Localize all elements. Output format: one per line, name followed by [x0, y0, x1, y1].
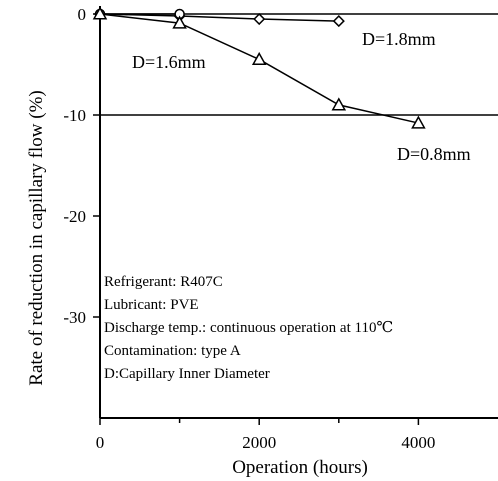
x-axis-title: Operation (hours) [232, 457, 368, 478]
x-tick-label: 4000 [401, 433, 435, 452]
series-label-d0.8: D=0.8mm [397, 144, 471, 164]
annotation-diameter-note: D:Capillary Inner Diameter [104, 366, 270, 382]
series-label-d1.8: D=1.8mm [362, 29, 436, 49]
y-tick-label: 0 [78, 5, 87, 24]
annotation-block: Refrigerant: R407C Lubricant: PVE Discha… [104, 274, 393, 382]
annotation-discharge-temp: Discharge temp.: continuous operation at… [104, 320, 393, 336]
series-2 [92, 6, 426, 129]
marker-triangle [172, 15, 187, 29]
y-tick-label: -10 [63, 106, 86, 125]
annotation-refrigerant: Refrigerant: R407C [104, 274, 223, 290]
marker-diamond [253, 12, 266, 26]
y-tick-label: -20 [63, 207, 86, 226]
marker-triangle [92, 6, 108, 20]
annotation-lubricant: Lubricant: PVE [104, 297, 199, 313]
series-layer [92, 6, 426, 129]
marker-diamond [332, 15, 345, 28]
annotation-contamination: Contamination: type A [104, 343, 241, 359]
series-labels: D=1.8mm D=1.6mm D=0.8mm [132, 29, 471, 164]
marker-triangle [411, 115, 426, 129]
x-tick-label: 0 [96, 433, 105, 452]
y-axis-title: Rate of reduction in capillary flow (%) [26, 90, 47, 385]
marker-triangle [251, 51, 267, 65]
series-1 [94, 8, 185, 20]
series-label-d1.6: D=1.6mm [132, 52, 206, 72]
marker-triangle [331, 97, 347, 111]
x-tick-label: 2000 [242, 433, 276, 452]
series-line [99, 13, 339, 22]
y-tick-label: -30 [63, 308, 86, 327]
